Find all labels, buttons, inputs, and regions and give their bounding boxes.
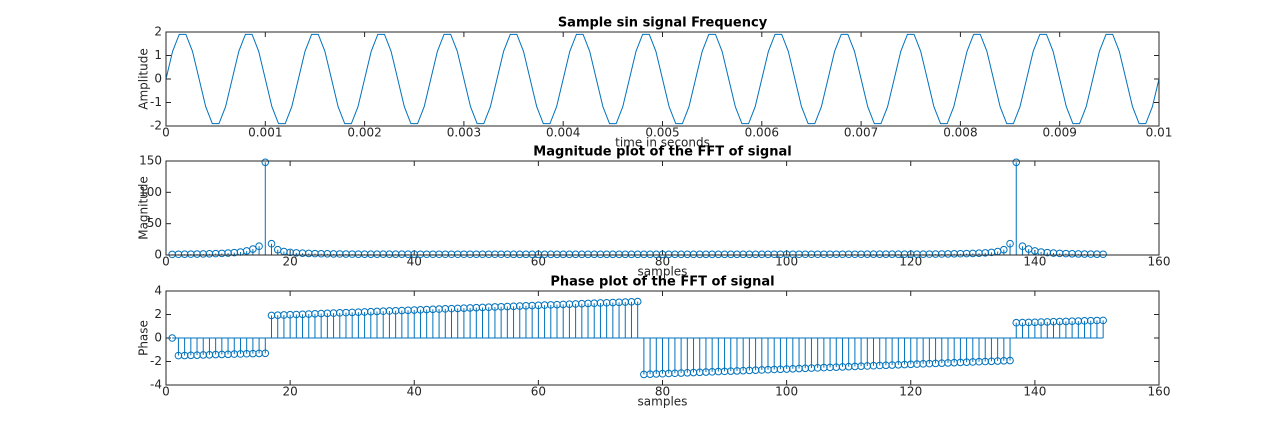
signal-line — [165, 33, 1160, 125]
stem — [1006, 239, 1014, 255]
stem-marker — [267, 239, 276, 248]
x-tick-label: 80 — [655, 255, 670, 269]
x-tick-label: 160 — [1148, 385, 1171, 399]
stem-marker — [1006, 356, 1014, 365]
stem — [255, 242, 263, 255]
y-tick-label: 4 — [154, 284, 162, 298]
x-tick-label: 0.002 — [347, 126, 381, 140]
stem — [1000, 245, 1008, 255]
x-tick-label: 0.005 — [645, 126, 679, 140]
y-tick-label: -2 — [150, 119, 162, 133]
y-tick-label: -2 — [150, 354, 162, 368]
x-tick-label: 20 — [282, 255, 297, 269]
y-tick-label: 150 — [139, 154, 162, 168]
x-tick-label: 60 — [531, 255, 546, 269]
y-axis-label: Magnitude — [137, 176, 151, 240]
stem-marker — [249, 245, 257, 253]
axes-box — [165, 290, 1160, 386]
x-tick-label: 120 — [899, 385, 922, 399]
x-tick-label: 0 — [162, 385, 170, 399]
stem — [1099, 316, 1107, 338]
stem-marker — [1018, 242, 1027, 251]
y-tick-label: 2 — [154, 307, 162, 321]
x-tick-label: 0.003 — [447, 126, 481, 140]
x-tick-label: 140 — [1023, 255, 1046, 269]
y-tick-label: -4 — [150, 378, 162, 392]
y-tick-label: 1 — [154, 48, 162, 62]
x-tick-label: 160 — [1148, 255, 1171, 269]
stem — [633, 297, 642, 338]
x-tick-label: 100 — [775, 385, 798, 399]
stem — [261, 338, 270, 358]
y-tick-label: 0 — [154, 248, 162, 262]
subplot-title: Magnitude plot of the FFT of signal — [533, 145, 791, 160]
x-tick-label: 0.006 — [745, 126, 779, 140]
x-tick-label: 0.007 — [844, 126, 878, 140]
axes-box — [165, 31, 1160, 127]
x-tick-label: 0.01 — [1146, 126, 1173, 140]
stem-marker — [1012, 158, 1021, 167]
y-tick-label: 0 — [154, 72, 162, 86]
stem-marker — [261, 349, 270, 358]
stem — [1012, 158, 1021, 255]
x-axis-label: samples — [638, 265, 688, 279]
stem — [168, 334, 177, 342]
y-axis-label: Phase — [137, 320, 151, 356]
x-tick-label: 0 — [162, 255, 170, 269]
y-tick-label: 100 — [139, 185, 162, 199]
stem-marker — [261, 158, 270, 167]
subplot-title: Phase plot of the FFT of signal — [550, 275, 774, 290]
y-tick-label: 50 — [147, 216, 162, 230]
stem-marker — [1099, 250, 1107, 259]
x-tick-label: 20 — [282, 385, 297, 399]
stem — [1006, 338, 1014, 365]
stem — [267, 239, 276, 255]
y-tick-label: -1 — [150, 95, 162, 109]
x-axis-label: time in seconds — [615, 136, 710, 150]
stem-marker — [168, 334, 177, 342]
x-tick-label: 0 — [162, 126, 170, 140]
x-tick-label: 40 — [407, 385, 422, 399]
stem-marker — [1099, 316, 1107, 325]
x-tick-label: 80 — [655, 385, 670, 399]
stem — [249, 245, 257, 255]
stem-marker — [633, 297, 642, 306]
x-axis-label: samples — [638, 395, 688, 409]
x-tick-label: 0.009 — [1043, 126, 1077, 140]
stem-marker — [255, 242, 263, 251]
x-tick-label: 40 — [407, 255, 422, 269]
x-tick-label: 0.004 — [546, 126, 580, 140]
x-tick-label: 120 — [899, 255, 922, 269]
stem-marker — [1000, 245, 1008, 254]
y-axis-label: Amplitude — [137, 48, 151, 110]
y-tick-label: 0 — [154, 331, 162, 345]
x-tick-label: 60 — [531, 385, 546, 399]
axes-box — [165, 160, 1160, 256]
stem — [1018, 242, 1027, 255]
stem — [261, 158, 270, 255]
x-tick-label: 0.008 — [943, 126, 977, 140]
y-tick-label: 2 — [154, 25, 162, 39]
x-tick-label: 140 — [1023, 385, 1046, 399]
subplot-title: Sample sin signal Frequency — [558, 16, 768, 31]
x-tick-label: 0.001 — [248, 126, 282, 140]
stem-marker — [1006, 239, 1014, 248]
